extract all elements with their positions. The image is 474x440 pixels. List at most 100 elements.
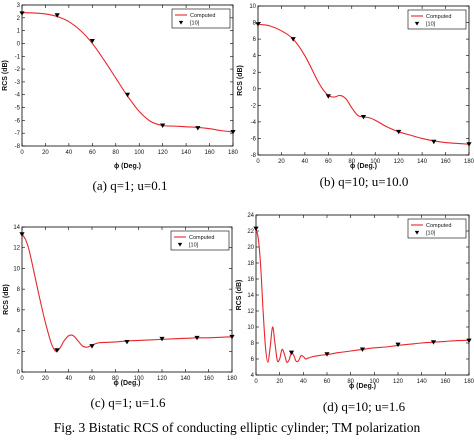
x-tick-label: 60 (89, 376, 96, 382)
legend-box (407, 218, 467, 239)
chart-panel-b: 0 20 40 60 80 100 120 140 160 180 -8 -6 -4 -2 0 2 4 6 8 10 ϕ… (237, 4, 474, 189)
x-tick-label: 160 (204, 376, 215, 382)
legend-box (407, 9, 467, 30)
x-tick-label: 160 (440, 379, 451, 385)
y-tick-label: 22 (247, 229, 254, 235)
y-tick-label: -7 (15, 131, 21, 137)
x-tick-label: 140 (181, 150, 192, 156)
x-tick-label: 120 (157, 376, 168, 382)
y-tick-label: 0 (17, 41, 21, 47)
y-tick-label: 6 (251, 357, 255, 363)
legend-marker-sample (177, 242, 183, 247)
legend: Computed [10] (407, 218, 467, 239)
y-tick-label: -6 (251, 136, 257, 142)
y-tick-label: 2 (253, 70, 257, 76)
x-tick-label: 60 (89, 150, 96, 156)
y-tick-label: 2 (17, 349, 21, 355)
x-axis-label: ϕ (Deg.) (349, 383, 376, 390)
series-point-ref10 (253, 226, 259, 232)
y-tick-label: 4 (253, 54, 257, 60)
series-point-ref10 (89, 38, 95, 44)
y-axis-label: RCS (dB) (3, 284, 10, 315)
x-tick-label: 100 (370, 159, 381, 165)
x-tick-label: 80 (348, 159, 355, 165)
y-axis-label: RCS (dB) (2, 60, 9, 91)
legend-label-ref10: [10] (426, 22, 436, 28)
x-tick-label: 140 (417, 159, 428, 165)
chart-panel-a: 0 20 40 60 80 100 120 140 160 180-8-7-6-5-4-3-2-1… (2, 3, 239, 193)
x-axis-label: ϕ (Deg.) (350, 163, 377, 170)
legend: Computed [10] (170, 230, 230, 251)
y-tick-label: 10 (247, 325, 254, 331)
x-tick-label: 100 (134, 376, 145, 382)
x-tick-label: 40 (300, 379, 307, 385)
series-point-ref10 (290, 37, 296, 42)
x-tick-label: 100 (134, 150, 145, 156)
x-tick-label: 140 (180, 376, 191, 382)
y-tick-label: 10 (249, 4, 256, 10)
x-tick-label: 40 (302, 159, 309, 165)
series-point-ref10 (288, 350, 295, 356)
series-point-ref10 (430, 340, 437, 345)
series-point-ref10 (325, 94, 331, 99)
series-point-ref10 (466, 338, 472, 344)
legend-box (171, 8, 231, 29)
plot-area (21, 226, 233, 373)
series-point-ref10 (466, 142, 472, 147)
y-tick-label: 8 (17, 287, 21, 293)
x-tick-label: 20 (42, 376, 49, 382)
series-point-ref10 (195, 126, 201, 131)
y-tick-label: 4 (251, 373, 255, 379)
subfigure-caption: (d) q=10; u=1.6 (323, 399, 406, 414)
y-tick-label: 2 (17, 16, 21, 22)
y-axis-label: RCS (dB) (236, 280, 243, 311)
legend-marker-sample (414, 230, 420, 235)
legend-label-computed: Computed (426, 14, 451, 20)
y-tick-label: -8 (251, 153, 257, 159)
x-tick-label: 20 (278, 159, 285, 165)
series-line-computed (21, 233, 233, 353)
y-tick-label: 6 (17, 308, 21, 314)
x-tick-label: 120 (394, 159, 405, 165)
y-tick-label: 18 (247, 261, 254, 267)
series-point-ref10 (359, 347, 366, 352)
x-tick-label: 160 (205, 150, 216, 156)
figure-caption: Fig. 3 Bistatic RCS of conducting ellipt… (54, 420, 421, 435)
series-line-computed (257, 23, 470, 145)
y-tick-label: 1 (17, 29, 21, 35)
x-axis-label: ϕ (Deg.) (114, 163, 141, 170)
legend-label-computed: Computed (190, 13, 215, 19)
plot-area (257, 5, 470, 156)
chart-panel-d: 0 20 40 60 80 100 120 140 160 180 4 6 8 10 12 14 16 18 20 2… (236, 213, 474, 414)
y-tick-label: 10 (13, 266, 20, 272)
plot-area (21, 4, 234, 147)
series-point-ref10 (230, 129, 236, 135)
x-tick-label: 180 (228, 150, 239, 156)
series-point-ref10 (255, 22, 261, 27)
series-point-ref10 (54, 13, 60, 18)
legend-label-ref10: [10] (189, 243, 199, 249)
y-tick-label: -4 (251, 120, 257, 126)
subfigure-caption: (a) q=1; u=0.1 (93, 178, 168, 193)
x-tick-label: 120 (158, 150, 169, 156)
legend: Computed [10] (407, 9, 467, 30)
y-tick-label: 0 (253, 87, 257, 93)
y-tick-label: 14 (247, 293, 254, 299)
series-point-ref10 (324, 352, 330, 357)
x-tick-label: 160 (441, 159, 452, 165)
series-point-ref10 (124, 340, 130, 345)
x-tick-label: 60 (324, 379, 331, 385)
legend-label-ref10: [10] (426, 231, 436, 237)
series-point-ref10 (194, 335, 200, 341)
series-point-ref10 (159, 336, 165, 342)
y-tick-label: -2 (15, 67, 21, 73)
y-tick-label: 0 (17, 370, 21, 376)
y-tick-label: 8 (253, 21, 257, 27)
x-tick-label: 80 (112, 150, 119, 156)
series-point-ref10 (54, 348, 60, 353)
y-tick-label: -2 (251, 103, 257, 109)
legend: Computed [10] (171, 8, 231, 29)
x-tick-label: 180 (464, 379, 474, 385)
x-tick-label: 180 (227, 376, 238, 382)
